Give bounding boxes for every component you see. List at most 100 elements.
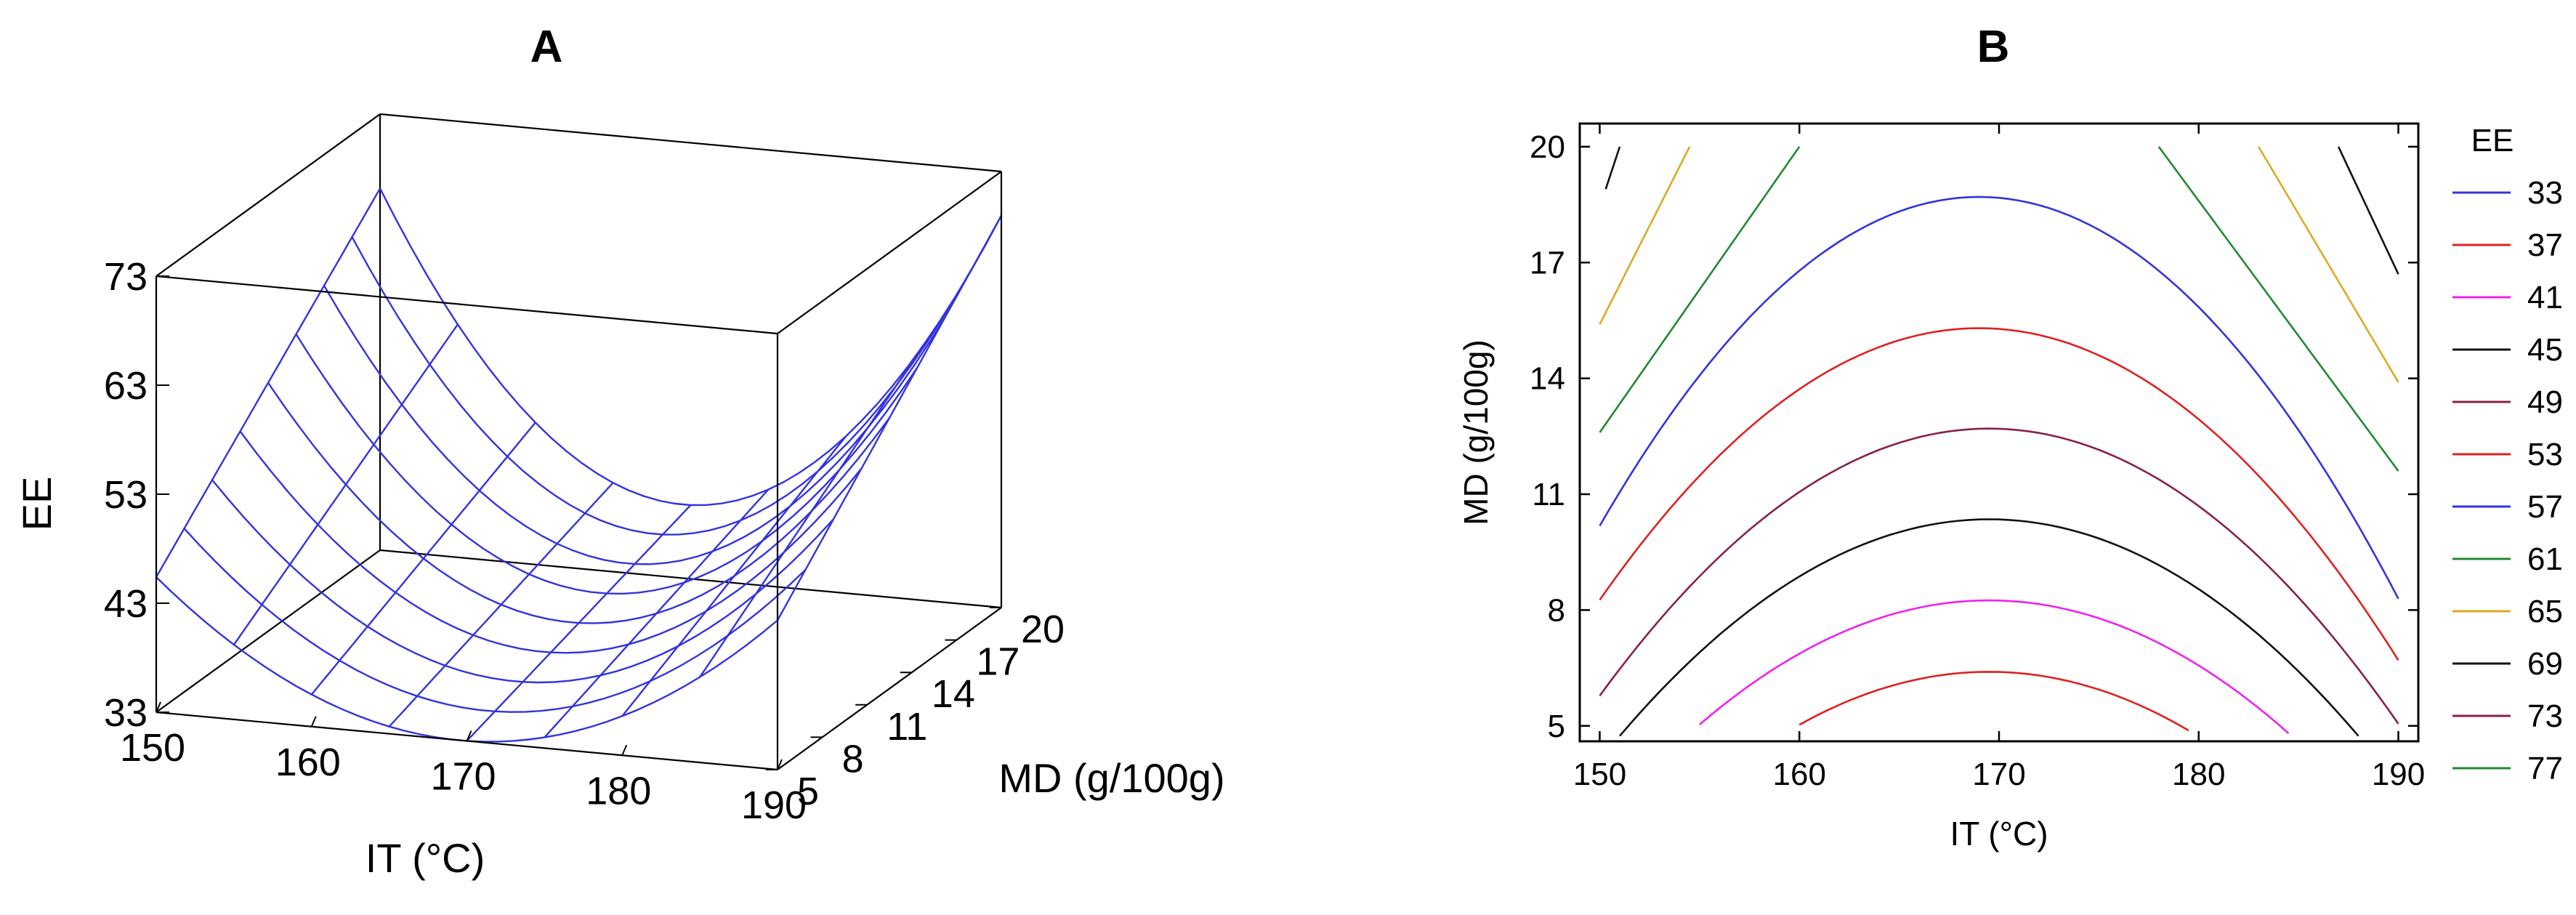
x-tick-mark (777, 759, 783, 770)
legend: EE 33 37 41 45 49 53 57 61 65 69 73 77 (2452, 123, 2563, 786)
mesh-line-md (351, 236, 974, 536)
x-tick-label: 170 (430, 755, 496, 799)
x-tick-label-b: 150 (1573, 757, 1626, 792)
legend-item-73: 73 (2452, 698, 2563, 734)
legend-label: 45 (2527, 332, 2563, 368)
mesh-line-it (621, 435, 847, 717)
contour-line-61 (1599, 146, 1801, 433)
legend-label: 73 (2527, 698, 2563, 734)
x-tick-label: 150 (120, 726, 185, 770)
edge-back-bottom (379, 549, 1002, 609)
panel-b-ticks: 150 160 170 180 190 5 8 11 14 17 20 (1530, 124, 2425, 792)
legend-label: 37 (2527, 227, 2563, 263)
mesh-line-it (699, 344, 925, 678)
y-tick-label: 20 (1021, 608, 1065, 651)
legend-item-77: 77 (2452, 751, 2563, 786)
z-tick-label: 63 (104, 364, 148, 408)
x-tick-mark (621, 744, 628, 756)
edge-right-top (777, 171, 1002, 334)
mesh-line-it (388, 482, 614, 727)
edge-back-top (379, 113, 1002, 173)
contour-line-41 (1599, 427, 2399, 725)
y-axis-label: MD (g/100g) (998, 755, 1224, 801)
edge-left-top (156, 113, 381, 277)
x-tick-mark (310, 716, 317, 727)
mesh-line-md (379, 188, 1003, 507)
legend-item-33: 33 (2452, 175, 2563, 211)
z-tick-label: 53 (104, 473, 148, 517)
contour-line-61 (2157, 146, 2399, 472)
legend-label: 41 (2527, 280, 2563, 315)
legend-label: 61 (2527, 541, 2563, 577)
y-tick-label: 5 (797, 770, 819, 813)
y-tick-label-b: 8 (1548, 592, 1565, 628)
legend-item-65: 65 (2452, 594, 2563, 629)
surface-mesh (155, 188, 1003, 743)
x-tick-label-b: 160 (1773, 757, 1826, 792)
z-tick-label: 33 (104, 691, 148, 735)
contour-line-65 (2258, 146, 2399, 383)
legend-label: 49 (2527, 384, 2563, 420)
x-tick-label: 180 (586, 769, 651, 813)
edge-front-top (156, 275, 778, 335)
panel-b-contour-plot: B 150 160 170 180 190 5 8 11 14 17 20 IT (°C) MD (… (1457, 22, 2563, 852)
x-axis-label: IT (°C) (366, 835, 485, 881)
legend-item-61: 61 (2452, 541, 2563, 577)
plot-frame (1578, 122, 2420, 743)
contour-line-69 (2337, 146, 2399, 275)
legend-item-49: 49 (2452, 384, 2563, 420)
contour-line-69 (1604, 146, 1621, 190)
box-back-edges (156, 113, 1002, 713)
mesh-line-md (323, 285, 947, 565)
contour-line-65 (1599, 146, 1691, 325)
x-tick-label: 160 (275, 741, 341, 784)
contour-line-45 (1619, 518, 2359, 737)
legend-item-53: 53 (2452, 437, 2563, 472)
mesh-line-md (156, 576, 778, 743)
legend-label: 53 (2527, 437, 2563, 472)
mesh-line-it (155, 188, 381, 578)
y-tick-label: 11 (887, 705, 927, 749)
legend-label: 57 (2527, 489, 2563, 525)
edge-left-bottom (156, 549, 381, 713)
x-tick-mark (156, 701, 161, 713)
y-tick-label: 14 (932, 672, 975, 716)
legend-item-45: 45 (2452, 332, 2563, 368)
contour-line-33 (1599, 196, 2399, 600)
legend-item-69: 69 (2452, 646, 2563, 682)
x-tick-label-b: 190 (2372, 757, 2425, 792)
z-axis-label: EE (14, 477, 60, 531)
legend-item-37: 37 (2452, 227, 2563, 263)
y-tick-label-b: 17 (1530, 245, 1565, 281)
y-tick-label-b: 20 (1530, 129, 1565, 165)
legend-item-41: 41 (2452, 280, 2563, 315)
x-tick-label: 190 (741, 783, 807, 827)
legend-title: EE (2471, 123, 2514, 158)
x-tick-label-b: 180 (2172, 757, 2225, 792)
legend-items: 33 37 41 45 49 53 57 61 65 69 73 77 (2452, 175, 2563, 786)
y-tick-label-b: 14 (1530, 361, 1565, 397)
x-axis-label-b: IT (°C) (1950, 815, 2048, 852)
contour-line-53 (1798, 671, 2189, 732)
mesh-line-it (233, 323, 459, 645)
x-tick-label-b: 170 (1972, 757, 2025, 792)
mesh-line-it (466, 504, 692, 742)
mesh-line-it (776, 215, 1003, 621)
legend-label: 69 (2527, 646, 2563, 682)
legend-item-57: 57 (2452, 489, 2563, 525)
y-axis-label-b: MD (g/100g) (1457, 339, 1495, 525)
mesh-line-it (310, 422, 536, 696)
panel-a-title: A (530, 22, 563, 72)
z-tick-label: 73 (104, 255, 148, 299)
legend-label: 33 (2527, 175, 2563, 211)
y-tick-label: 17 (976, 640, 1020, 684)
contour-line-37 (1599, 327, 2399, 661)
mesh-line-it (544, 488, 770, 738)
y-tick-label: 8 (842, 737, 864, 781)
y-tick-label-b: 5 (1548, 709, 1565, 744)
contour-lines (1599, 146, 2399, 737)
x-tick-mark (466, 730, 472, 741)
